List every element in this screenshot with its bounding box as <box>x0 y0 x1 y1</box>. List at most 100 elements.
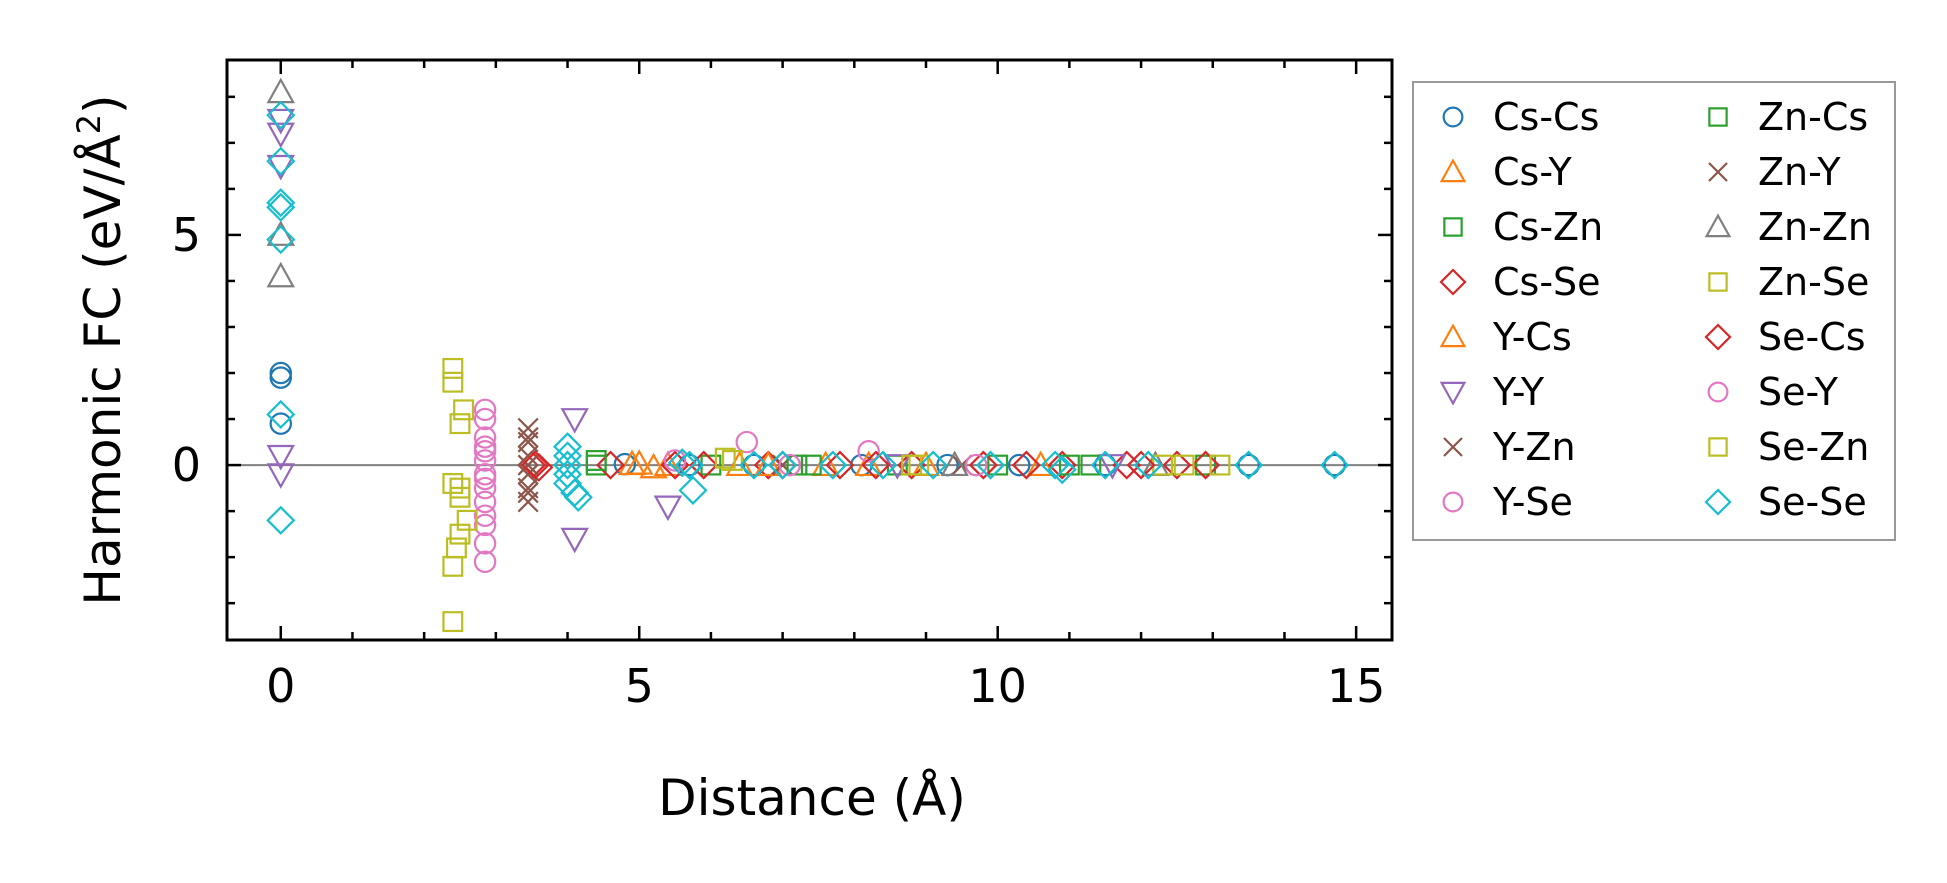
data-point <box>473 504 497 527</box>
legend-marker <box>1708 162 1728 182</box>
legend-label: Zn-Zn <box>1758 205 1872 249</box>
series-y-cs <box>625 449 883 477</box>
legend: Cs-Cs Cs-Y Cs-Zn Cs-Se Y-Cs Y-Y Y-Zn Y-Se Zn-Cs Z… <box>1412 81 1896 541</box>
data-point <box>517 491 539 513</box>
legend-marker <box>1704 213 1732 238</box>
data-point <box>473 550 497 573</box>
data-point <box>825 450 855 480</box>
legend-label: Y-Zn <box>1492 425 1576 469</box>
data-point <box>714 447 736 469</box>
legend-item: Se-Zn <box>1708 425 1869 469</box>
legend-marker <box>1704 488 1732 516</box>
data-point <box>473 398 497 422</box>
data-point <box>266 122 295 149</box>
data-point <box>560 408 589 434</box>
x-tick-label: 10 <box>968 659 1027 713</box>
legend-item: Cs-Y <box>1439 150 1573 194</box>
data-point <box>473 435 497 458</box>
y-axis-title-main: Harmonic FC (eV/Å <box>74 134 132 605</box>
data-point <box>786 454 808 476</box>
legend-marker <box>1708 272 1728 292</box>
x-tick-label: 15 <box>1327 659 1386 713</box>
data-point <box>739 450 769 480</box>
data-point <box>1098 454 1127 480</box>
data-point <box>667 448 697 478</box>
data-point <box>266 146 296 176</box>
legend-label: Se-Zn <box>1758 425 1869 469</box>
data-point <box>689 450 719 480</box>
legend-label: Y-Cs <box>1492 315 1572 359</box>
legend-item: Zn-Cs <box>1708 95 1868 139</box>
data-point <box>269 412 293 435</box>
data-point <box>442 357 464 379</box>
data-point <box>520 450 550 480</box>
data-point <box>473 467 497 491</box>
data-point <box>1209 454 1231 476</box>
legend-marker <box>1439 268 1467 296</box>
data-point <box>473 476 497 500</box>
data-point <box>653 495 683 522</box>
data-point <box>854 450 883 477</box>
data-point <box>754 450 783 477</box>
data-point <box>725 450 754 477</box>
series-se-y <box>473 435 988 491</box>
data-point <box>1191 450 1221 480</box>
data-point <box>918 450 948 480</box>
legend-item: Zn-Se <box>1708 260 1869 304</box>
data-point <box>674 450 704 480</box>
legend-label: Cs-Zn <box>1493 205 1603 249</box>
legend-marker <box>1439 381 1467 406</box>
data-point <box>987 454 1009 476</box>
data-point <box>563 482 593 512</box>
data-point <box>660 450 690 480</box>
legend-label: Cs-Y <box>1493 150 1573 194</box>
data-point <box>517 482 539 504</box>
data-point <box>778 453 802 477</box>
y-axis-title-superscript: 2 <box>70 114 108 134</box>
data-point <box>975 450 1006 480</box>
data-point <box>768 450 798 480</box>
data-point <box>735 430 759 454</box>
legend-label: Y-Se <box>1492 480 1573 524</box>
legend-marker <box>1708 107 1728 127</box>
data-point <box>625 449 654 475</box>
legend-label: Cs-Se <box>1493 260 1601 304</box>
plot-frame <box>225 58 1394 642</box>
legend-item: Y-Zn <box>1443 425 1576 469</box>
legend-label: Zn-Y <box>1758 150 1841 194</box>
data-point <box>1047 455 1077 485</box>
data-point <box>266 100 296 130</box>
series-zn-se <box>442 357 1231 633</box>
y-tick-label: 0 <box>172 438 201 492</box>
data-point <box>861 450 891 480</box>
data-point <box>442 371 464 393</box>
data-point <box>266 261 295 288</box>
legend-label: Se-Cs <box>1758 315 1866 359</box>
legend-label: Se-Y <box>1758 370 1839 414</box>
data-point <box>811 450 840 477</box>
y-axis-title: Harmonic FC (eV/Å2) <box>70 94 132 605</box>
data-point <box>266 188 296 218</box>
data-point <box>552 432 583 462</box>
legend-label: Se-Se <box>1758 480 1867 524</box>
series-cs-cs <box>269 361 1346 477</box>
data-point <box>1040 450 1070 480</box>
data-point <box>442 611 464 633</box>
data-point <box>585 450 607 471</box>
legend-box <box>1412 81 1896 541</box>
legend-item: Y-Se <box>1442 480 1573 524</box>
legend-item: Zn-Zn <box>1704 205 1872 249</box>
data-point <box>595 450 626 480</box>
data-point <box>449 523 471 545</box>
data-point <box>1323 453 1346 477</box>
data-point <box>742 453 766 477</box>
data-point <box>442 555 464 577</box>
data-point <box>1112 450 1142 480</box>
data-point <box>1237 453 1260 477</box>
data-point <box>883 454 912 480</box>
data-point <box>1126 450 1156 480</box>
legend-marker <box>1708 437 1728 457</box>
data-point <box>473 513 497 537</box>
legend-label: Cs-Cs <box>1493 95 1599 139</box>
